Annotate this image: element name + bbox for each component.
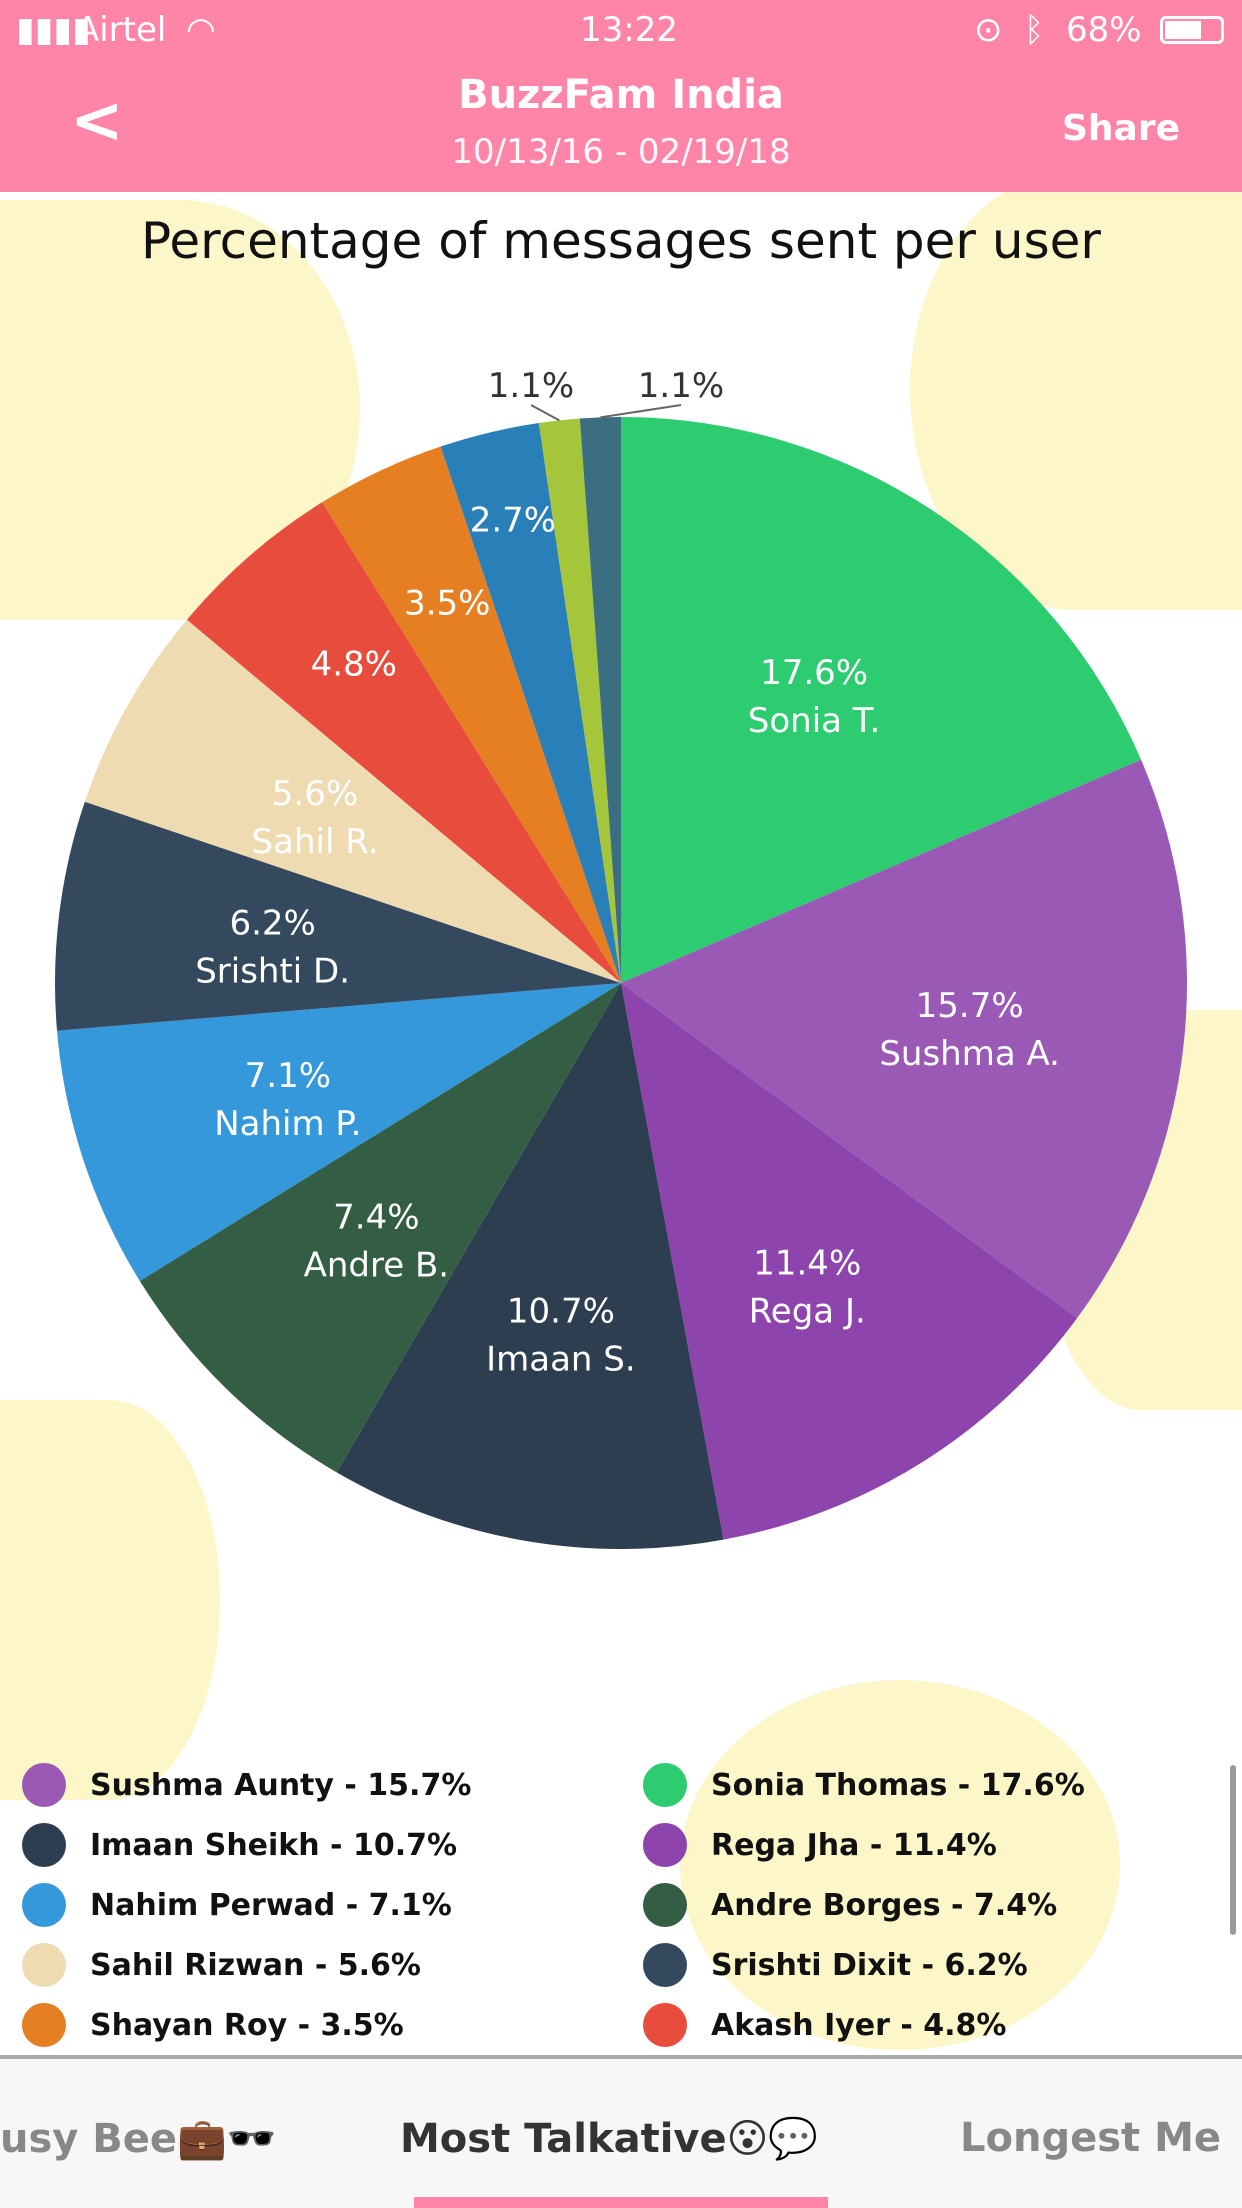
pie-slice[interactable] [54, 801, 621, 1031]
slice-value-label: 6.2% [229, 904, 315, 944]
slice-value-label: 7.4% [333, 1198, 419, 1238]
tab-longest-message[interactable]: Longest Me [960, 2115, 1221, 2161]
slice-name-label: Sahil R. [252, 822, 379, 862]
battery-percent: 68% [1066, 10, 1142, 50]
legend-color-dot [22, 1823, 66, 1867]
tab-most-talkative[interactable]: Most Talkative😮💬 [400, 2116, 819, 2162]
background-emoji [680, 1680, 1120, 2050]
legend-color-dot [643, 2003, 687, 2047]
legend-color-dot [22, 2003, 66, 2047]
date-range: 10/13/16 - 02/19/18 [451, 132, 791, 172]
slice-value-label: 10.7% [507, 1292, 615, 1332]
share-button[interactable]: Share [1061, 108, 1180, 149]
legend-label: Sonia Thomas - 17.6% [711, 1767, 1085, 1803]
slice-name-label: Imaan S. [486, 1340, 636, 1380]
slice-value-label: 3.5% [404, 583, 490, 623]
legend-color-dot [22, 1943, 66, 1987]
legend-color-dot [643, 1763, 687, 1807]
legend-label: Nahim Perwad - 7.1% [90, 1887, 452, 1923]
legend-label: Rega Jha - 11.4% [711, 1827, 997, 1863]
legend-label: Sahil Rizwan - 5.6% [90, 1947, 421, 1983]
pie-slice[interactable] [57, 983, 622, 1282]
legend-item: Sushma Aunty - 15.7% [22, 1760, 471, 1810]
slice-leader-line [530, 404, 560, 422]
pie-slice[interactable] [621, 759, 1187, 1319]
pie-slice[interactable] [322, 446, 621, 983]
legend-color-dot [22, 1763, 66, 1807]
pie-slice[interactable] [440, 422, 621, 983]
legend-item: Shayan Roy - 3.5% [22, 2000, 404, 2050]
slice-value-label: 1.1% [638, 366, 724, 406]
chart-title: Percentage of messages sent per user [141, 212, 1101, 270]
status-bar: ▮▮▮▮ Airtel ◠ 13:22 ⊙ ᛒ 68% [0, 0, 1242, 62]
slice-name-label: Srishti D. [195, 952, 350, 992]
wifi-icon: ◠ [186, 10, 216, 50]
back-button[interactable]: < [70, 84, 124, 158]
legend-label: Andre Borges - 7.4% [711, 1887, 1058, 1923]
slice-value-label: 4.8% [311, 644, 397, 684]
slice-leader-line [600, 404, 682, 419]
legend-label: Akash Iyer - 4.8% [711, 2007, 1007, 2043]
legend-item: Andre Borges - 7.4% [643, 1880, 1057, 1930]
legend-label: Srishti Dixit - 6.2% [711, 1947, 1028, 1983]
legend-label: Shayan Roy - 3.5% [90, 2007, 404, 2043]
pie-slice[interactable] [139, 983, 621, 1473]
pie-slice[interactable] [336, 983, 724, 1549]
tab-bar: usy Bee💼🕶️ Most Talkative😮💬 Longest Me [0, 2055, 1242, 2208]
legend-item: Akash Iyer - 4.8% [643, 2000, 1006, 2050]
slice-name-label: Andre B. [304, 1246, 449, 1286]
legend-color-dot [22, 1883, 66, 1927]
legend-item: Sonia Thomas - 17.6% [643, 1760, 1085, 1810]
legend-item: Rega Jha - 11.4% [643, 1820, 997, 1870]
pie-slice[interactable] [621, 417, 1142, 983]
slice-value-label: 1.1% [488, 366, 574, 406]
legend-item: Imaan Sheikh - 10.7% [22, 1820, 457, 1870]
slice-value-label: 11.4% [753, 1243, 861, 1283]
background-emoji [0, 1400, 220, 1800]
slice-value-label: 5.6% [272, 774, 358, 814]
clock: 13:22 [580, 10, 678, 50]
slice-value-label: 2.7% [470, 501, 556, 541]
pie-slice[interactable] [621, 983, 1078, 1540]
bluetooth-icon: ᛒ [1024, 10, 1045, 50]
slice-name-label: Sushma A. [879, 1034, 1060, 1074]
legend-color-dot [643, 1823, 687, 1867]
legend-color-dot [643, 1883, 687, 1927]
pie-slice[interactable] [579, 417, 621, 983]
nav-header: < BuzzFam India 10/13/16 - 02/19/18 Shar… [0, 62, 1242, 192]
legend-item: Nahim Perwad - 7.1% [22, 1880, 452, 1930]
legend-label: Imaan Sheikh - 10.7% [90, 1827, 458, 1863]
legend-color-dot [643, 1943, 687, 1987]
chat-title: BuzzFam India [458, 72, 784, 118]
pie-slice[interactable] [84, 619, 622, 983]
slice-name-label: Rega J. [749, 1291, 866, 1331]
pie-slice[interactable] [538, 418, 621, 984]
legend-item: Sahil Rizwan - 5.6% [22, 1940, 421, 1990]
pie-chart: 17.6% Sonia T. 15.7% Sushma A. 11.4% Rega J. 1… [54, 366, 1187, 1549]
slice-value-label: 17.6% [760, 653, 868, 693]
legend-label: Sushma Aunty - 15.7% [90, 1767, 472, 1803]
battery-icon [1160, 16, 1224, 44]
tab-busy-bee[interactable]: usy Bee💼🕶️ [0, 2116, 277, 2162]
slice-value-label: 7.1% [245, 1056, 331, 1096]
pie-slice[interactable] [186, 502, 621, 983]
active-tab-indicator [414, 2197, 828, 2208]
lock-rotation-icon: ⊙ [974, 10, 1003, 50]
slice-name-label: Sonia T. [748, 701, 881, 741]
signal-icon: ▮▮▮▮ [16, 10, 91, 50]
legend-item: Srishti Dixit - 6.2% [643, 1940, 1028, 1990]
legend-scrollbar[interactable] [1230, 1765, 1236, 1935]
carrier: Airtel [76, 10, 167, 50]
slice-value-label: 15.7% [916, 986, 1024, 1026]
slice-name-label: Nahim P. [214, 1104, 361, 1144]
